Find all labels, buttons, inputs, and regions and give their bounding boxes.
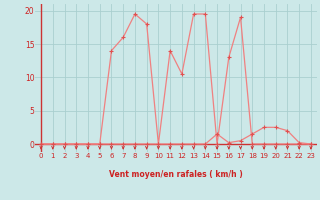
X-axis label: Vent moyen/en rafales ( km/h ): Vent moyen/en rafales ( km/h )	[109, 170, 243, 179]
